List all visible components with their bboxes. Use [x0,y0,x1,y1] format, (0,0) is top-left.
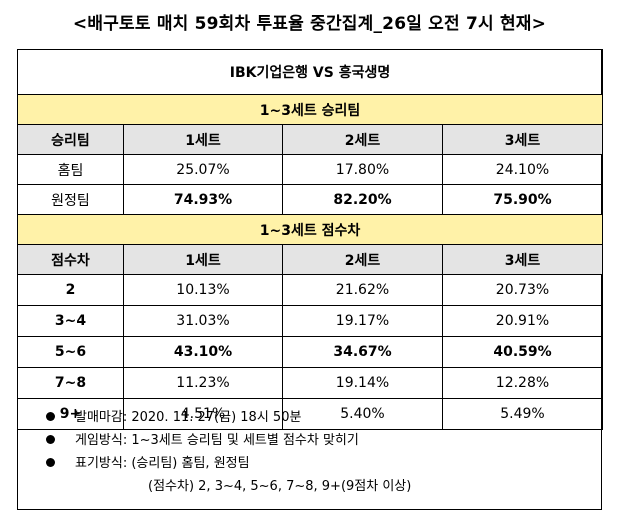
table-cell: 34.67% [282,336,443,368]
table-cell: 19.14% [282,367,443,399]
section-header-winner: 1~3세트 승리팀 [17,94,603,125]
match-row: IBK기업은행 VS 흥국생명 [17,49,603,95]
column-header: 승리팀 [17,124,124,155]
row-label: 5~6 [17,336,124,368]
table-cell: 5.49% [442,398,603,430]
table-cell: 20.73% [442,274,603,306]
section-title-winner: 1~3세트 승리팀 [17,94,603,125]
note-text: (점수차) 2, 3~4, 5~6, 7~8, 9+(9점차 이상) [148,479,412,494]
section-title-score: 1~3세트 점수차 [17,214,603,245]
table-cell: 74.93% [123,184,283,215]
column-header: 3세트 [442,124,603,155]
column-header: 1세트 [123,244,283,275]
table-cell: 20.91% [442,305,603,337]
table-row: 3~4 31.03% 19.17% 20.91% [17,305,603,337]
bullet-icon [46,412,55,421]
row-label: 원정팀 [17,184,124,215]
row-label: 7~8 [17,367,124,399]
table-cell: 82.20% [282,184,443,215]
column-header: 3세트 [442,244,603,275]
table-cell: 25.07% [123,154,283,185]
column-header-row: 승리팀 1세트 2세트 3세트 [17,124,603,155]
notes-section: 발매마감: 2020. 11. 27(금) 18시 50분 게임방식: 1~3세… [18,406,600,498]
table-cell: 10.13% [123,274,283,306]
note-item: 표기방식: (승리팀) 홈팀, 원정팀 [18,452,600,475]
table-cell: 31.03% [123,305,283,337]
note-item: (점수차) 2, 3~4, 5~6, 7~8, 9+(9점차 이상) [18,475,600,498]
table-cell: 21.62% [282,274,443,306]
table-row: 5~6 43.10% 34.67% 40.59% [17,336,603,368]
section-header-score: 1~3세트 점수차 [17,214,603,245]
document-title: <배구토토 매치 59회차 투표율 중간집계_26일 오전 7시 현재> [72,14,547,34]
column-header: 1세트 [123,124,283,155]
match-title: IBK기업은행 VS 흥국생명 [17,49,603,95]
table-row: 원정팀 74.93% 82.20% 75.90% [17,184,603,215]
table-cell: 12.28% [442,367,603,399]
note-text: 발매마감: 2020. 11. 27(금) 18시 50분 [75,410,302,425]
column-header-row: 점수차 1세트 2세트 3세트 [17,244,603,275]
table-row: 9+ 4.51% 5.40% 5.49% [17,398,603,430]
note-item: 발매마감: 2020. 11. 27(금) 18시 50분 [18,406,600,429]
note-text: 표기방식: (승리팀) 홈팀, 원정팀 [75,456,250,471]
table-row: 홈팀 25.07% 17.80% 24.10% [17,154,603,185]
row-label: 2 [17,274,124,306]
table-cell: 43.10% [123,336,283,368]
column-header: 2세트 [282,124,443,155]
bullet-icon [46,435,55,444]
column-header: 점수차 [17,244,124,275]
note-text: 게임방식: 1~3세트 승리팀 및 세트별 점수차 맞히기 [75,433,359,448]
row-label: 3~4 [17,305,124,337]
table-cell: 17.80% [282,154,443,185]
vote-rate-table: IBK기업은행 VS 흥국생명 1~3세트 승리팀 승리팀 1세트 2세트 3세… [17,49,603,430]
table-cell: 4.51% [123,398,283,430]
row-label: 홈팀 [17,154,124,185]
table-cell: 11.23% [123,367,283,399]
column-header: 2세트 [282,244,443,275]
table-row: 7~8 11.23% 19.14% 12.28% [17,367,603,399]
table-cell: 40.59% [442,336,603,368]
note-item: 게임방식: 1~3세트 승리팀 및 세트별 점수차 맞히기 [18,429,600,452]
row-label: 9+ [17,398,124,430]
table-cell: 75.90% [442,184,603,215]
bullet-icon [46,458,55,467]
table-row: 2 10.13% 21.62% 20.73% [17,274,603,306]
table-cell: 24.10% [442,154,603,185]
table-cell: 19.17% [282,305,443,337]
